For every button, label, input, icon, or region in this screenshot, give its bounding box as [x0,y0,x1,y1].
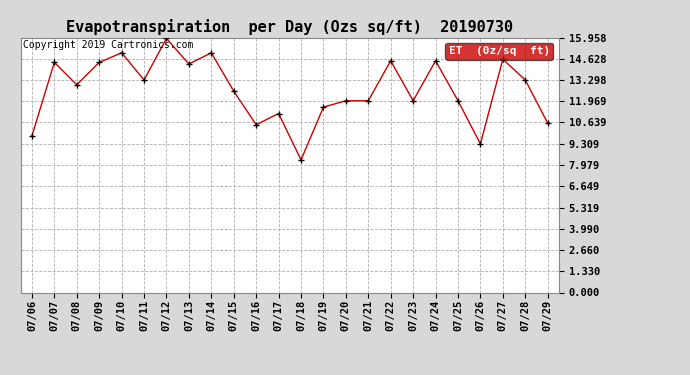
Legend: ET  (0z/sq  ft): ET (0z/sq ft) [446,43,553,60]
Text: Copyright 2019 Cartronics.com: Copyright 2019 Cartronics.com [23,40,194,50]
Text: Evapotranspiration  per Day (Ozs sq/ft)  20190730: Evapotranspiration per Day (Ozs sq/ft) 2… [66,19,513,35]
